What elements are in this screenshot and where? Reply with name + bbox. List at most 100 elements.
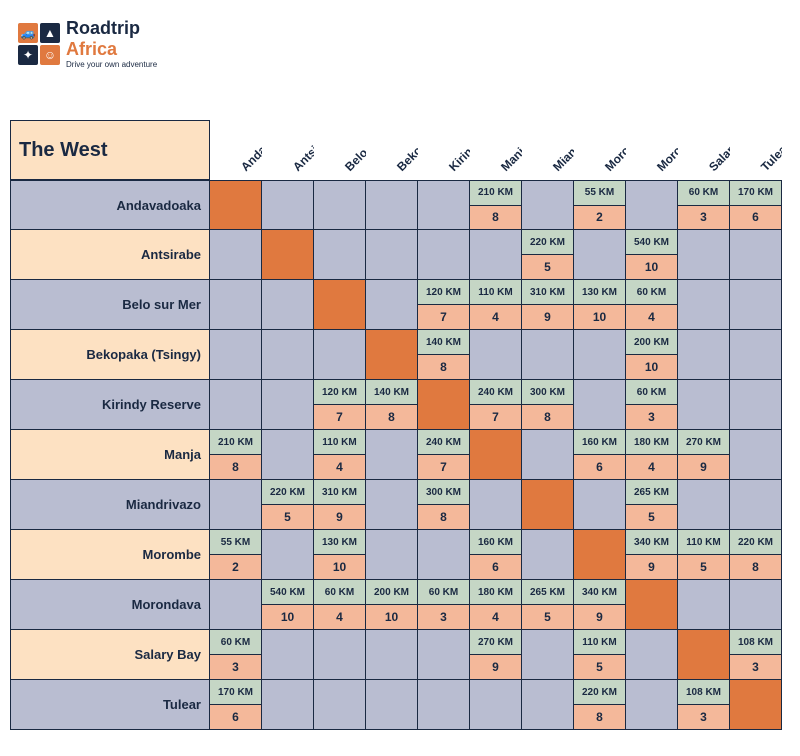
matrix-cell: 130 KM10: [574, 280, 626, 330]
matrix-cell: 240 KM7: [418, 430, 470, 480]
matrix-cell: 170 KM6: [210, 680, 262, 730]
matrix-cell: 220 KM8: [730, 530, 782, 580]
cell-hours: 9: [626, 555, 677, 579]
column-header: Morombe: [574, 10, 626, 180]
matrix-cell: [626, 630, 678, 680]
cell-hours: 6: [470, 555, 521, 579]
cell-hours: 7: [314, 405, 365, 429]
matrix-cell: 120 KM7: [314, 380, 366, 430]
cell-distance: 210 KM: [470, 181, 521, 206]
matrix-cell: 240 KM7: [470, 380, 522, 430]
brand-line2: Africa: [66, 39, 157, 60]
matrix-cell: [366, 430, 418, 480]
matrix-cell: 60 KM3: [418, 580, 470, 630]
column-header: Bekopaka (Tsingy): [366, 10, 418, 180]
cell-distance: 170 KM: [210, 680, 261, 705]
cell-distance: 55 KM: [574, 181, 625, 206]
cell-hours: 5: [522, 255, 573, 279]
cell-hours: 6: [210, 705, 261, 729]
matrix-cell: 160 KM6: [574, 430, 626, 480]
table-row: Manja210 KM8110 KM4240 KM7160 KM6180 KM4…: [10, 430, 790, 480]
cell-distance: 110 KM: [314, 430, 365, 455]
matrix-cell: [314, 330, 366, 380]
matrix-cell: [366, 630, 418, 680]
matrix-cell: [210, 230, 262, 280]
cell-distance: 270 KM: [678, 430, 729, 455]
matrix-cell: [418, 680, 470, 730]
cell-distance: 265 KM: [626, 480, 677, 505]
cell-distance: 120 KM: [418, 280, 469, 305]
cell-hours: 10: [626, 255, 677, 279]
table-row: Kirindy Reserve120 KM7140 KM8240 KM7300 …: [10, 380, 790, 430]
matrix-cell: [574, 480, 626, 530]
matrix-cell: [262, 180, 314, 230]
cell-hours: 3: [678, 206, 729, 230]
row-label: Tulear: [10, 680, 210, 730]
matrix-cell: 130 KM10: [314, 530, 366, 580]
matrix-cell: [210, 580, 262, 630]
row-label: Kirindy Reserve: [10, 380, 210, 430]
matrix-cell: 270 KM9: [678, 430, 730, 480]
matrix-cell: 300 KM8: [418, 480, 470, 530]
column-header-label: Manja: [498, 140, 522, 174]
column-header: Tulear: [730, 10, 782, 180]
cell-distance: 310 KM: [314, 480, 365, 505]
cell-hours: 9: [314, 505, 365, 529]
table-row: Morondava540 KM1060 KM4200 KM1060 KM3180…: [10, 580, 790, 630]
row-label: Morombe: [10, 530, 210, 580]
matrix-cell: [574, 530, 626, 580]
cell-distance: 180 KM: [626, 430, 677, 455]
column-header: Manja: [470, 10, 522, 180]
matrix-cell: [678, 630, 730, 680]
matrix-cell: [366, 230, 418, 280]
cell-distance: 540 KM: [262, 580, 313, 605]
column-header: Belo sur Mer: [314, 10, 366, 180]
matrix-cell: 300 KM8: [522, 380, 574, 430]
matrix-cell: [314, 230, 366, 280]
table-row: Andavadoaka210 KM855 KM260 KM3170 KM6: [10, 180, 790, 230]
cell-hours: 8: [418, 505, 469, 529]
matrix-cell: [730, 280, 782, 330]
brand-line1: Roadtrip: [66, 18, 157, 39]
cell-hours: 5: [262, 505, 313, 529]
matrix-cell: [522, 630, 574, 680]
matrix-cell: [626, 680, 678, 730]
matrix-cell: [470, 230, 522, 280]
cell-hours: 3: [418, 605, 469, 629]
matrix-cell: [678, 580, 730, 630]
matrix-cell: [730, 480, 782, 530]
cell-hours: 5: [574, 655, 625, 679]
matrix-cell: [262, 630, 314, 680]
column-header: Morondava: [626, 10, 678, 180]
matrix-cell: [210, 280, 262, 330]
matrix-cell: [418, 380, 470, 430]
cell-distance: 540 KM: [626, 230, 677, 255]
cell-hours: 10: [262, 605, 313, 629]
matrix-cell: [522, 480, 574, 530]
cell-hours: 9: [678, 455, 729, 479]
cell-hours: 8: [730, 555, 781, 579]
matrix-cell: [678, 380, 730, 430]
matrix-cell: [730, 430, 782, 480]
matrix-cell: [314, 180, 366, 230]
cell-hours: 7: [418, 455, 469, 479]
matrix-cell: [314, 630, 366, 680]
cell-hours: 10: [574, 305, 625, 329]
matrix-cell: [574, 330, 626, 380]
column-header: Miandrivazo: [522, 10, 574, 180]
matrix-cell: [210, 180, 262, 230]
matrix-cell: [262, 680, 314, 730]
cell-hours: 5: [522, 605, 573, 629]
matrix-cell: 265 KM5: [626, 480, 678, 530]
matrix-cell: [730, 330, 782, 380]
matrix-cell: [678, 230, 730, 280]
cell-hours: 8: [574, 705, 625, 729]
matrix-cell: 540 KM10: [262, 580, 314, 630]
matrix-cell: [262, 430, 314, 480]
cell-hours: 2: [210, 555, 261, 579]
matrix-cell: 200 KM10: [366, 580, 418, 630]
column-header-label: Morombe: [602, 126, 626, 174]
column-header-label: Kirindy Reserve: [446, 99, 470, 174]
cell-distance: 108 KM: [730, 630, 781, 655]
cell-distance: 60 KM: [210, 630, 261, 655]
